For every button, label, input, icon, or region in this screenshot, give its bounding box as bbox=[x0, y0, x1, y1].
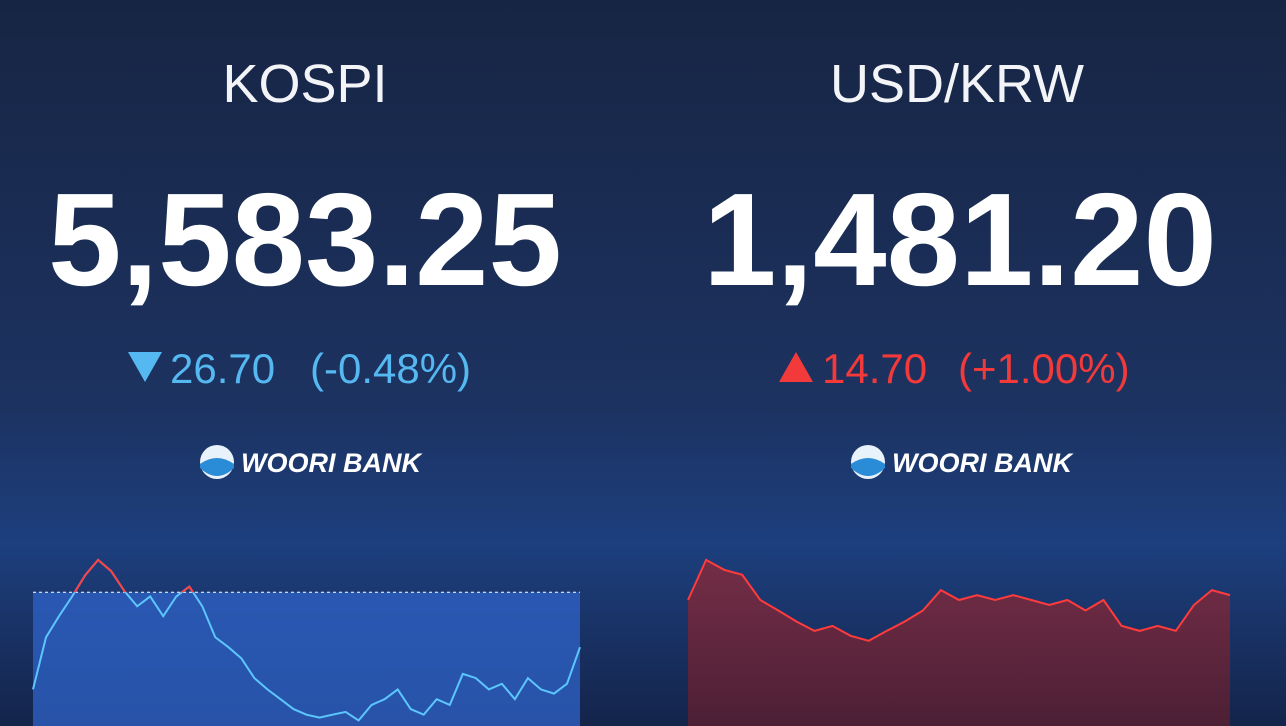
below-baseline-area bbox=[33, 592, 580, 726]
logo-wave bbox=[851, 458, 885, 476]
change-value: 26.70 bbox=[170, 345, 275, 392]
rate-value: 1,481.20 bbox=[703, 166, 1217, 313]
index-value: 5,583.25 bbox=[48, 166, 562, 313]
logo-text: WOORI BANK bbox=[241, 448, 423, 478]
kospi-panel: KOSPI 5,583.25 26.70 (-0.48%) WOORI BANK bbox=[32, 54, 581, 726]
direction-arrow bbox=[779, 352, 813, 382]
price-line bbox=[687, 558, 1231, 642]
panel-title: USD/KRW bbox=[830, 54, 1084, 114]
change-percent: (+1.00%) bbox=[958, 345, 1130, 392]
panel-title: KOSPI bbox=[222, 54, 387, 114]
logo-text: WOORI BANK bbox=[892, 448, 1074, 478]
direction-arrow bbox=[128, 352, 162, 382]
price-area bbox=[688, 559, 1230, 726]
change-value: 14.70 bbox=[822, 345, 927, 392]
above-baseline-line bbox=[73, 558, 195, 593]
usdkrw-panel: USD/KRW 1,481.20 14.70 (+1.00%) WOORI BANK bbox=[687, 54, 1231, 726]
change-percent: (-0.48%) bbox=[310, 345, 471, 392]
logo-wave bbox=[200, 458, 234, 476]
